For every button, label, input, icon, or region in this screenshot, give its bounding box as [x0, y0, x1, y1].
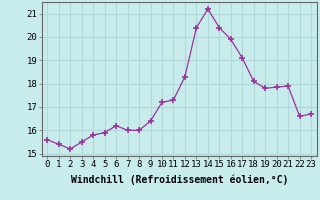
X-axis label: Windchill (Refroidissement éolien,°C): Windchill (Refroidissement éolien,°C) — [70, 175, 288, 185]
